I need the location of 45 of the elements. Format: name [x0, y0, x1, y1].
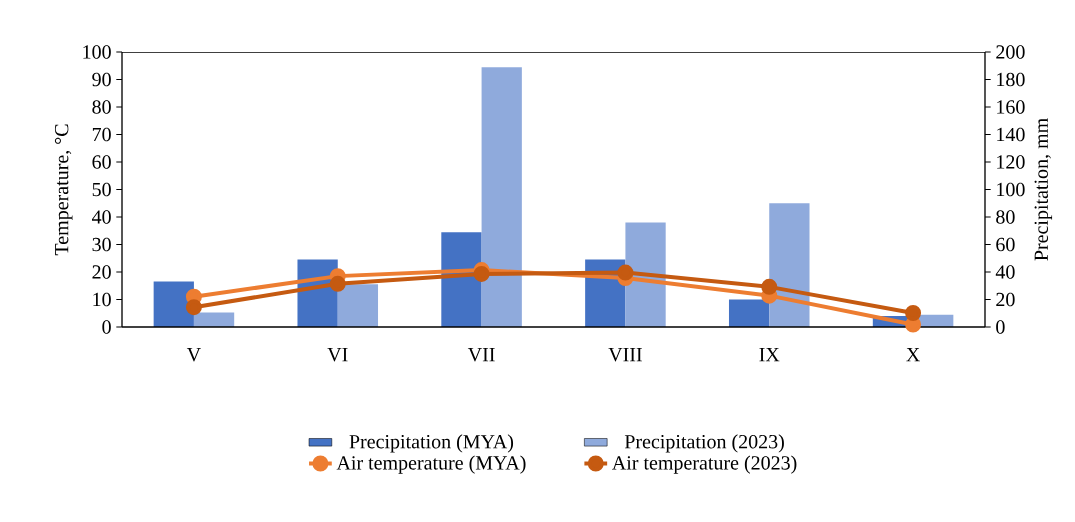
- bar: [625, 222, 666, 327]
- x-tick-label: VIII: [608, 348, 642, 362]
- y2-tick-label: 20: [996, 292, 1015, 307]
- y2-axis-title: Precipitation, mm: [1034, 118, 1053, 261]
- y-tick-label: 90: [92, 72, 111, 87]
- x-tick-label: X: [906, 348, 920, 362]
- y-tick-label: 80: [92, 100, 111, 114]
- y-tick-label: 10: [93, 292, 111, 307]
- y2-tick-label: 140: [997, 127, 1025, 142]
- y2-tick-label: 100: [997, 182, 1025, 197]
- bar: [441, 232, 482, 327]
- y2-tick-label: 120: [997, 155, 1025, 169]
- legend-label: Precipitation (2023): [624, 434, 784, 453]
- y2-tick-label: 60: [996, 237, 1015, 252]
- y2-tick-label: 180: [997, 72, 1025, 87]
- x-tick-label: V: [186, 348, 201, 362]
- point: [905, 304, 922, 321]
- y2-tick-label: 80: [996, 210, 1015, 224]
- y2-tick-label: 40: [995, 265, 1015, 279]
- y-tick-label: 70: [92, 127, 111, 142]
- point: [185, 299, 202, 316]
- point: [761, 278, 778, 295]
- point: [329, 275, 346, 292]
- y-tick-label: 60: [92, 155, 111, 169]
- y-tick-label: 50: [92, 182, 111, 197]
- bar: [337, 284, 379, 327]
- y-tick-label: 30: [92, 237, 111, 252]
- bar: [769, 203, 810, 327]
- x-tick-label: VII: [467, 348, 495, 362]
- legend-label: Air temperature (MYA): [336, 455, 526, 474]
- bar: [728, 299, 770, 327]
- legend-label: Precipitation (MYA): [349, 434, 514, 453]
- y-axis-title: Temperature, °C: [54, 124, 73, 256]
- y2-tick-label: 200: [996, 45, 1025, 59]
- point: [617, 264, 634, 281]
- legend-label: Air temperature (2023): [612, 455, 797, 474]
- y2-tick-label: 0: [996, 320, 1005, 334]
- y-tick-label: 0: [102, 320, 111, 334]
- y-tick-label: 20: [92, 265, 111, 279]
- y-tick-label: 40: [92, 210, 111, 224]
- bar: [481, 67, 522, 327]
- x-tick-label: IX: [759, 348, 780, 362]
- y-tick-label: 100: [83, 45, 111, 59]
- x-tick-label: VI: [327, 348, 348, 362]
- y2-tick-label: 160: [997, 100, 1025, 114]
